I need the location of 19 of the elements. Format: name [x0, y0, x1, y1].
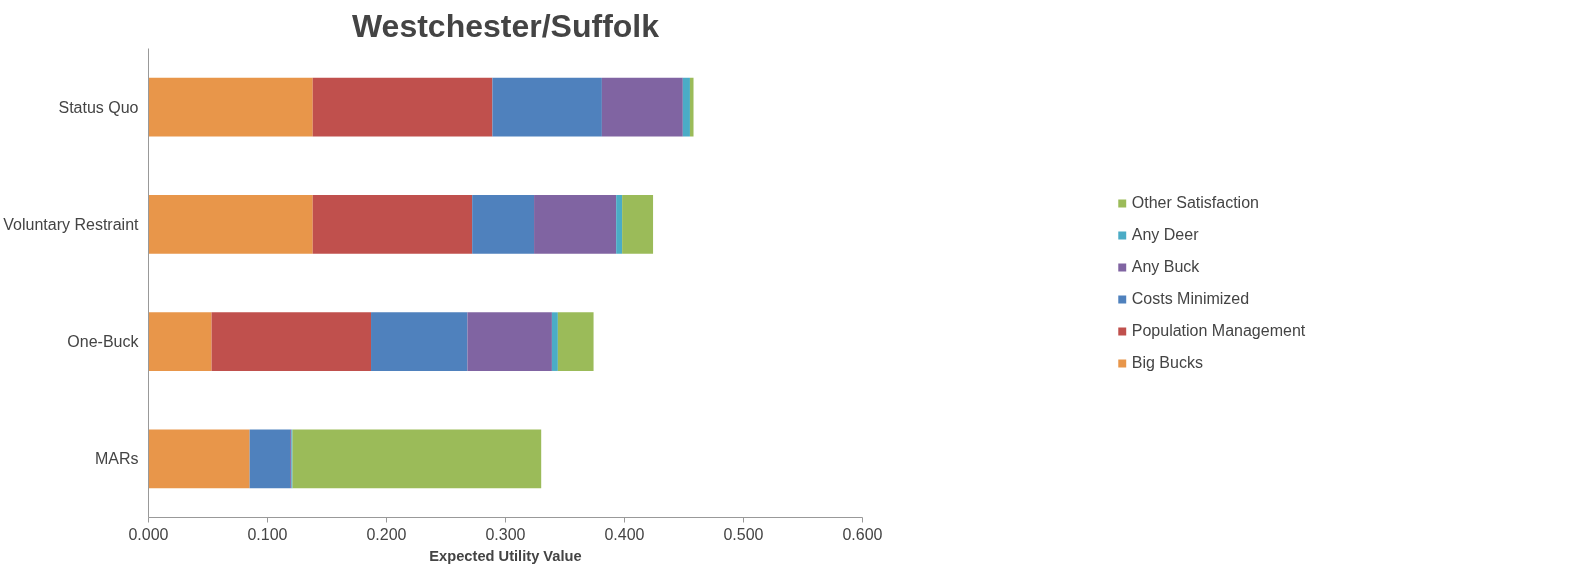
- x-tick-label: 0.200: [366, 525, 407, 543]
- legend-label: Other Satisfaction: [1131, 193, 1259, 212]
- x-tick-label: 0.100: [247, 525, 288, 543]
- legend-label: Any Buck: [1131, 257, 1200, 276]
- legend-label: Costs Minimized: [1131, 289, 1250, 308]
- x-tick-label: 0.600: [842, 525, 883, 543]
- y-tick-label: Voluntary Restraint: [3, 215, 140, 233]
- x-axis-title: Expected Utility Value: [429, 547, 582, 564]
- y-tick-label: One-Buck: [67, 333, 140, 351]
- legend-label: Big Bucks: [1131, 353, 1203, 372]
- y-tick-label: MARs: [94, 450, 139, 468]
- x-tick-label: 0.300: [485, 525, 526, 543]
- x-tick-label: 0.500: [723, 525, 764, 543]
- legend-label: Any Deer: [1131, 225, 1199, 244]
- y-tick-label: Status Quo: [58, 98, 139, 116]
- chart-title: Westchester/Suffolk: [351, 7, 660, 44]
- x-tick-label: 0.000: [128, 525, 169, 543]
- x-tick-label: 0.400: [604, 525, 645, 543]
- legend-label: Population Management: [1131, 321, 1306, 340]
